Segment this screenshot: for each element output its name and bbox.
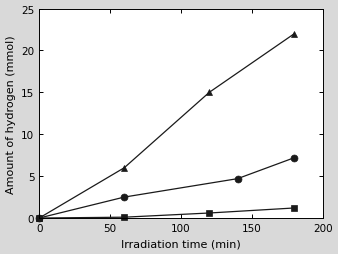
X-axis label: Irradiation time (min): Irradiation time (min) xyxy=(121,239,241,248)
Y-axis label: Amount of hydrogen (mmol): Amount of hydrogen (mmol) xyxy=(5,35,16,193)
